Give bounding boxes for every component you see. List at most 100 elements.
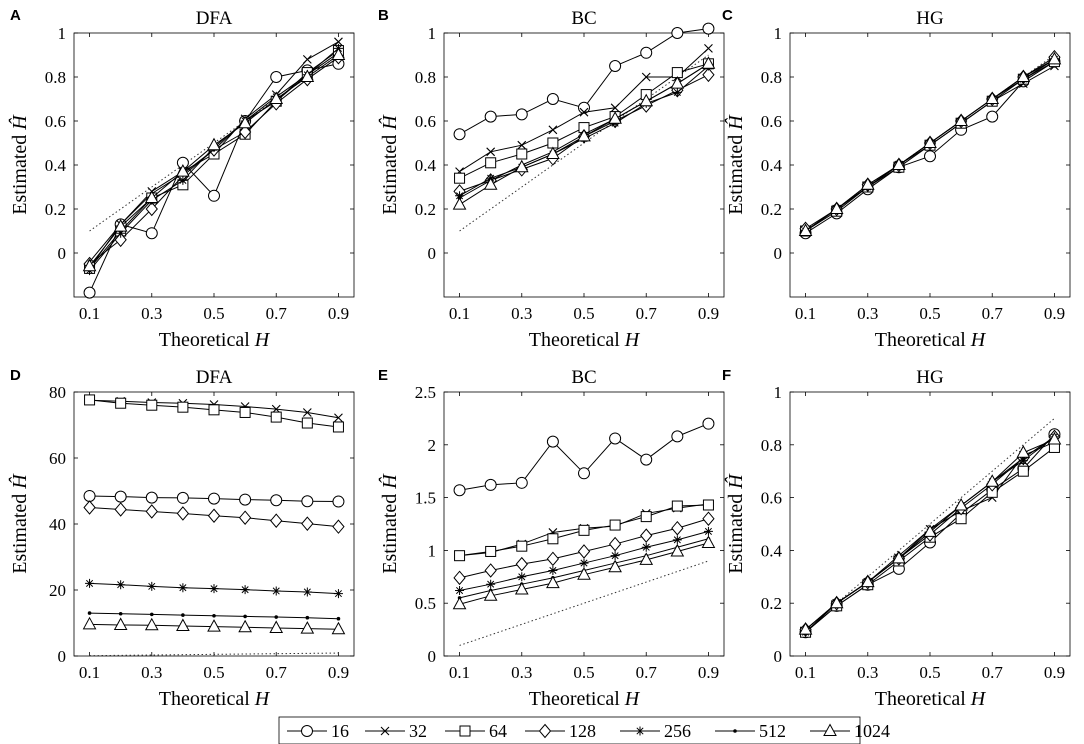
data-point-16 (609, 60, 622, 72)
y-tick-label: 0 (58, 647, 67, 666)
data-point-128 (671, 520, 684, 536)
data-point-64 (146, 399, 158, 411)
y-tick-label: 0.8 (45, 68, 66, 87)
data-point-64 (1017, 465, 1029, 477)
data-point-16 (924, 150, 936, 163)
series-64-e (454, 499, 714, 562)
x-tick-label: 0.1 (449, 304, 470, 323)
y-tick-label: 0.6 (761, 489, 782, 508)
x-tick-label: 0.9 (698, 663, 719, 682)
legend: 16 32 64 128 256 512 1024 (278, 716, 890, 744)
data-point-1024 (300, 621, 315, 634)
y-tick-label: 1 (774, 383, 783, 402)
legend-item-256: 256 (620, 721, 691, 741)
data-point-1024 (300, 69, 315, 82)
data-point-128 (546, 551, 560, 567)
data-point-64 (640, 511, 652, 523)
data-point-16 (546, 435, 559, 448)
data-point-128 (207, 508, 221, 524)
data-point-64 (516, 540, 528, 552)
x-tick-label: 0.5 (573, 663, 594, 682)
data-point-256 (548, 565, 558, 575)
plot-area-f (789, 391, 1071, 657)
data-point-1024 (82, 616, 97, 630)
data-point-64 (547, 533, 559, 545)
x-tick-label: 0.3 (511, 663, 532, 682)
y-tick-label: 0.6 (761, 112, 782, 131)
data-point-16 (515, 108, 528, 121)
data-point-256 (178, 175, 188, 185)
data-point-16 (83, 489, 96, 502)
data-point-1024 (608, 111, 622, 124)
legend-box (278, 716, 861, 744)
y-tick-label: 0.2 (761, 594, 782, 613)
y-tick-label: 0.4 (761, 541, 783, 560)
data-point-1024 (954, 113, 968, 126)
data-point-32 (517, 140, 527, 150)
data-point-1024 (1047, 431, 1062, 445)
data-point-1024 (207, 619, 221, 632)
data-point-16 (208, 492, 220, 505)
series-line-16 (459, 423, 709, 491)
data-point-1024 (701, 535, 716, 549)
legend-item-32: 32 (365, 721, 427, 741)
data-point-1024 (577, 128, 591, 142)
x-tick-label: 0.1 (795, 663, 816, 682)
data-point-128 (83, 500, 96, 515)
data-point-16 (702, 22, 715, 35)
x-tick-label: 0.5 (919, 304, 940, 323)
data-point-64 (609, 519, 621, 531)
x-tick-label: 0.3 (857, 304, 878, 323)
data-point-1024 (798, 622, 813, 635)
data-point-1024 (639, 552, 654, 565)
data-point-1024 (331, 47, 346, 60)
data-point-16 (671, 430, 684, 443)
data-point-64 (671, 500, 683, 512)
data-point-16 (270, 71, 283, 83)
data-point-512 (243, 614, 247, 619)
data-point-1024 (144, 617, 159, 631)
data-point-1024 (176, 618, 190, 631)
y-axis-label-b: Estimated Ĥ (378, 114, 401, 215)
legend-marker-16 (301, 725, 313, 737)
data-point-128 (453, 570, 466, 586)
data-point-128 (238, 124, 252, 140)
y-tick-label: 1.5 (415, 489, 436, 508)
y-tick-label: 0.8 (761, 68, 782, 87)
data-point-128 (640, 528, 653, 543)
data-point-1024 (144, 190, 159, 203)
data-point-256 (1018, 456, 1028, 466)
data-point-1024 (546, 575, 560, 589)
x-tick-label: 0.7 (982, 663, 1004, 682)
data-point-512 (212, 613, 216, 618)
legend-item-128: 128 (525, 721, 596, 741)
series-16-a (83, 57, 345, 299)
data-point-256 (333, 589, 343, 599)
y-axis-label-d: Estimated Ĥ (8, 473, 31, 574)
reference-line-d (89, 652, 339, 657)
legend-label-64: 64 (489, 721, 507, 741)
x-tick-label: 0.1 (79, 663, 100, 682)
data-point-32 (548, 125, 558, 135)
x-tick-label: 0.3 (511, 304, 532, 323)
series-64-d (84, 394, 344, 433)
data-point-64 (115, 397, 127, 409)
panel-f: F HG 0.1 0.3 0.5 0.7 0.9 0 0.2 0.4 0.6 0.8 1 Theoreti… (722, 367, 1071, 710)
data-point-32 (334, 413, 343, 423)
legend-label-16: 16 (331, 721, 349, 741)
y-tick-label: 0.2 (415, 200, 436, 219)
data-point-64 (702, 499, 714, 511)
x-tick-label: 0.5 (203, 663, 224, 682)
panel-letter-c: C (722, 7, 733, 24)
y-axis-label-c: Estimated Ĥ (724, 114, 747, 215)
y-axis-label-f: Estimated Ĥ (724, 473, 747, 574)
data-point-16 (609, 432, 622, 445)
data-point-1024 (514, 581, 529, 595)
data-point-32 (302, 408, 312, 417)
x-tick-label: 0.3 (857, 663, 878, 682)
data-point-1024 (577, 567, 591, 580)
legend-marker-128 (538, 723, 552, 739)
data-point-1024 (923, 135, 937, 148)
data-point-16 (986, 110, 999, 123)
